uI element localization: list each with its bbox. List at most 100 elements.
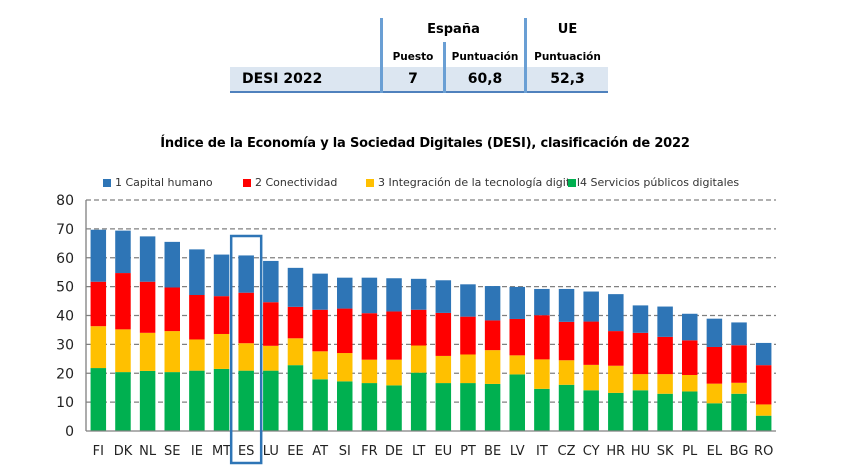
x-tick-label: SK <box>657 444 674 459</box>
bar-segment-lu-3 <box>263 345 279 371</box>
bar-segment-mt-4 <box>213 368 230 431</box>
bar-segment-lv-4 <box>509 374 525 431</box>
bar-segment-hr-2 <box>608 331 624 366</box>
x-tick-label: DE <box>385 444 403 459</box>
bar-segment-mt-2 <box>213 296 230 334</box>
x-tick-label: PT <box>460 444 476 459</box>
legend-swatch <box>103 178 111 187</box>
bar-segment-fr-3 <box>361 359 378 384</box>
bar-segment-mt-3 <box>213 333 230 369</box>
bar-segment-pl-4 <box>682 391 698 431</box>
bar-segment-cz-1 <box>558 288 575 322</box>
x-tick-label: FR <box>361 444 378 459</box>
bar-segment-ro-4 <box>755 415 772 431</box>
x-tick-label: BE <box>484 444 501 459</box>
y-tick-label: 20 <box>56 366 74 382</box>
bar-segment-fr-4 <box>361 383 378 431</box>
bar-segment-at-2 <box>312 309 328 352</box>
bar-segment-lt-2 <box>410 309 427 346</box>
bar-segment-ro-1 <box>755 342 772 366</box>
y-tick-label: 30 <box>56 337 74 353</box>
bar-segment-sk-3 <box>657 374 673 394</box>
table-divider <box>380 18 383 93</box>
bar-segment-hu-2 <box>632 332 649 375</box>
x-tick-label: SE <box>164 444 180 459</box>
bar-segment-cz-2 <box>558 321 575 361</box>
bar-segment-lt-4 <box>410 372 427 431</box>
x-tick-label: EU <box>434 444 452 459</box>
bar-segment-lu-1 <box>263 260 279 303</box>
bar-segment-hu-3 <box>632 374 649 391</box>
bar-segment-el-3 <box>706 383 723 404</box>
bar-segment-si-2 <box>337 308 353 354</box>
bar-segment-nl-2 <box>139 281 156 333</box>
bar-segment-cy-1 <box>583 291 599 322</box>
legend-label: 2 Conectividad <box>255 176 338 189</box>
bar-segment-it-2 <box>534 315 550 360</box>
x-tick-label: DK <box>114 444 133 459</box>
highlight-box-es <box>229 234 263 465</box>
bar-segment-fr-2 <box>361 313 378 360</box>
x-tick-label: EE <box>287 444 303 459</box>
bar-segment-be-2 <box>484 320 501 351</box>
bar-segment-dk-4 <box>115 372 131 431</box>
bar-segment-cz-3 <box>558 360 575 385</box>
legend-label: 4 Servicios públicos digitales <box>580 176 740 189</box>
bar-segment-el-2 <box>706 346 723 384</box>
bar-segment-de-2 <box>386 311 402 360</box>
bar-segment-cy-2 <box>583 321 599 365</box>
bar-segment-nl-3 <box>139 332 156 371</box>
bar-segment-se-1 <box>164 241 180 288</box>
summary-table: España UE Puesto Puntuación Puntuación D… <box>0 0 850 100</box>
eu-score: 52,3 <box>550 71 585 87</box>
bar-segment-eu-1 <box>435 280 452 313</box>
bar-segment-lt-3 <box>410 345 427 373</box>
legend-item-servicios: 4 Servicios públicos digitales <box>568 176 739 189</box>
bar-segment-ro-2 <box>755 365 772 405</box>
bar-segment-el-1 <box>706 318 723 347</box>
row-label: DESI 2022 <box>242 71 323 87</box>
bar-segment-lu-4 <box>263 370 279 431</box>
bar-segment-bg-1 <box>731 322 747 346</box>
bar-segment-pl-1 <box>682 313 698 341</box>
y-tick-label: 50 <box>56 280 74 296</box>
bar-segment-dk-3 <box>115 329 131 373</box>
table-bottom-border <box>230 91 608 93</box>
header-score-spain: Puntuación <box>451 51 519 63</box>
legend-item-integracion: 3 Integración de la tecnología digital <box>366 176 580 189</box>
bar-segment-fr-1 <box>361 277 378 314</box>
bar-segment-it-4 <box>534 388 550 431</box>
summary-row-band <box>230 67 608 92</box>
bar-segment-se-4 <box>164 372 180 431</box>
bar-segment-cy-4 <box>583 390 599 431</box>
bar-segment-el-4 <box>706 403 723 431</box>
x-tick-label: LU <box>263 444 279 459</box>
bar-segment-nl-1 <box>139 236 156 282</box>
bar-segment-ie-1 <box>189 249 205 295</box>
header-eu: UE <box>557 22 578 37</box>
bar-segment-ie-4 <box>189 370 205 431</box>
header-score-eu: Puntuación <box>534 51 601 63</box>
bar-segment-it-3 <box>534 359 550 389</box>
bar-segment-fi-1 <box>90 229 107 282</box>
bar-segment-pl-2 <box>682 340 698 375</box>
x-tick-label: EL <box>707 444 723 459</box>
bar-segment-ee-1 <box>287 267 304 307</box>
axes <box>85 200 776 432</box>
bar-segment-cy-3 <box>583 364 599 391</box>
bar-segment-cz-4 <box>558 384 575 431</box>
bar-segment-be-4 <box>484 383 501 431</box>
bar-segment-sk-2 <box>657 336 673 375</box>
bar-segment-si-3 <box>337 353 353 382</box>
bar-segment-de-3 <box>386 359 402 386</box>
y-tick-label: 60 <box>56 251 74 267</box>
x-tick-label: IE <box>191 444 203 459</box>
bar-segment-bg-3 <box>731 382 747 394</box>
spain-rank: 7 <box>408 71 418 87</box>
bar-segment-at-3 <box>312 351 328 380</box>
bar-segment-lv-3 <box>509 355 525 375</box>
legend-label: 3 Integración de la tecnología digital <box>378 176 580 189</box>
x-tick-label: BG <box>730 444 749 459</box>
bar-segment-at-4 <box>312 379 328 431</box>
bar-segment-es-2 <box>238 292 254 344</box>
